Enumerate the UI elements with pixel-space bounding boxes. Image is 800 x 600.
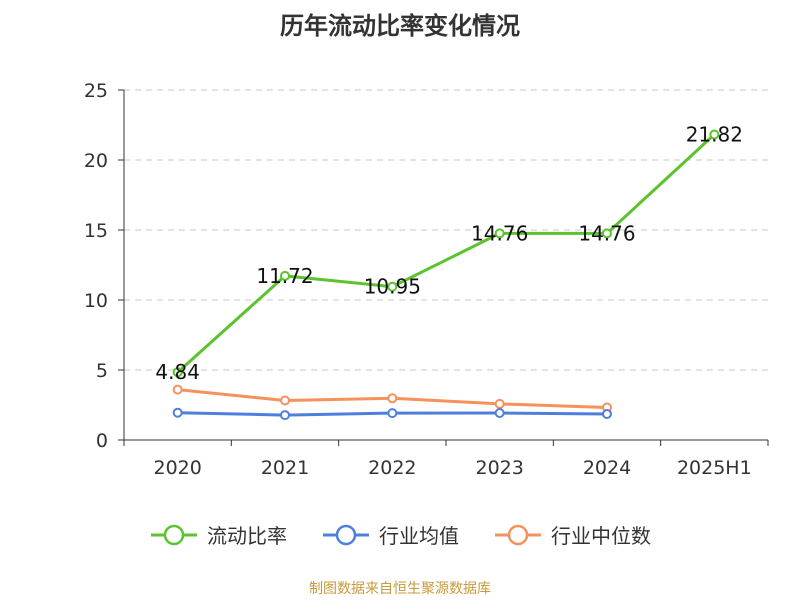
x-tick-label: 2023 [475,457,523,479]
data-label: 21.82 [686,123,743,147]
legend-item[interactable]: 流动比率 [149,520,287,549]
data-point [280,395,290,406]
data-point [387,393,398,404]
legend-circle [335,524,357,545]
y-tick-label: 25 [84,80,108,102]
legend-label: 行业中位数 [551,524,651,548]
axes: 0 5 10 15 20 25 2020 2021 2022 2023 2024 2025H1 [84,80,769,479]
legend-marker-icon [495,524,541,545]
data-point [280,410,290,421]
data-point [602,408,612,419]
data-point [387,281,398,292]
y-tick-label: 0 [96,430,108,452]
data-label: 14.76 [578,221,635,245]
legend-label: 行业均值 [379,524,459,548]
y-tick-label: 10 [84,290,108,312]
x-tick-label: 2020 [153,457,201,479]
y-tick-label: 15 [84,220,108,242]
legend-item[interactable]: 行业中位数 [493,520,651,549]
data-label: 10.95 [364,275,421,299]
legend-item[interactable]: 行业均值 [321,520,459,549]
data-point [280,270,290,281]
data-point [494,228,505,239]
legend-marker-icon [323,524,369,545]
data-point [602,228,612,239]
legend-circle [163,524,185,545]
source-note: 制图数据来自恒生聚源数据库 [309,581,491,597]
legend-label: 流动比率 [207,524,287,548]
series-line [176,133,716,374]
data-point [172,407,183,418]
x-tick-label: 2025H1 [677,457,752,479]
grid-lines [124,89,768,371]
data-label: 14.76 [471,221,528,245]
y-tick-label: 20 [84,150,108,172]
data-labels: 4.84 11.72 10.95 14.76 14.76 21.82 [155,123,743,385]
data-point [494,398,505,409]
data-point [494,407,505,418]
x-tick-label: 2022 [368,457,416,479]
data-point [709,129,720,140]
series-lines [172,129,720,421]
legend-circle [507,524,529,545]
legend: 流动比率 行业均值 行业中位数 [0,520,800,549]
data-point [172,384,183,395]
data-point [172,367,183,378]
x-tick-label: 2024 [583,457,631,479]
chart-title: 历年流动比率变化情况 [280,12,520,40]
x-tick-label: 2021 [261,457,309,479]
line-chart: 0 5 10 15 20 25 2020 2021 2022 2023 2024 2025H1 4.8… [84,80,769,479]
y-tick-label: 5 [96,360,108,382]
data-label: 4.84 [155,360,200,384]
legend-marker-icon [151,524,197,545]
data-point [387,408,398,419]
data-label: 11.72 [256,264,313,288]
